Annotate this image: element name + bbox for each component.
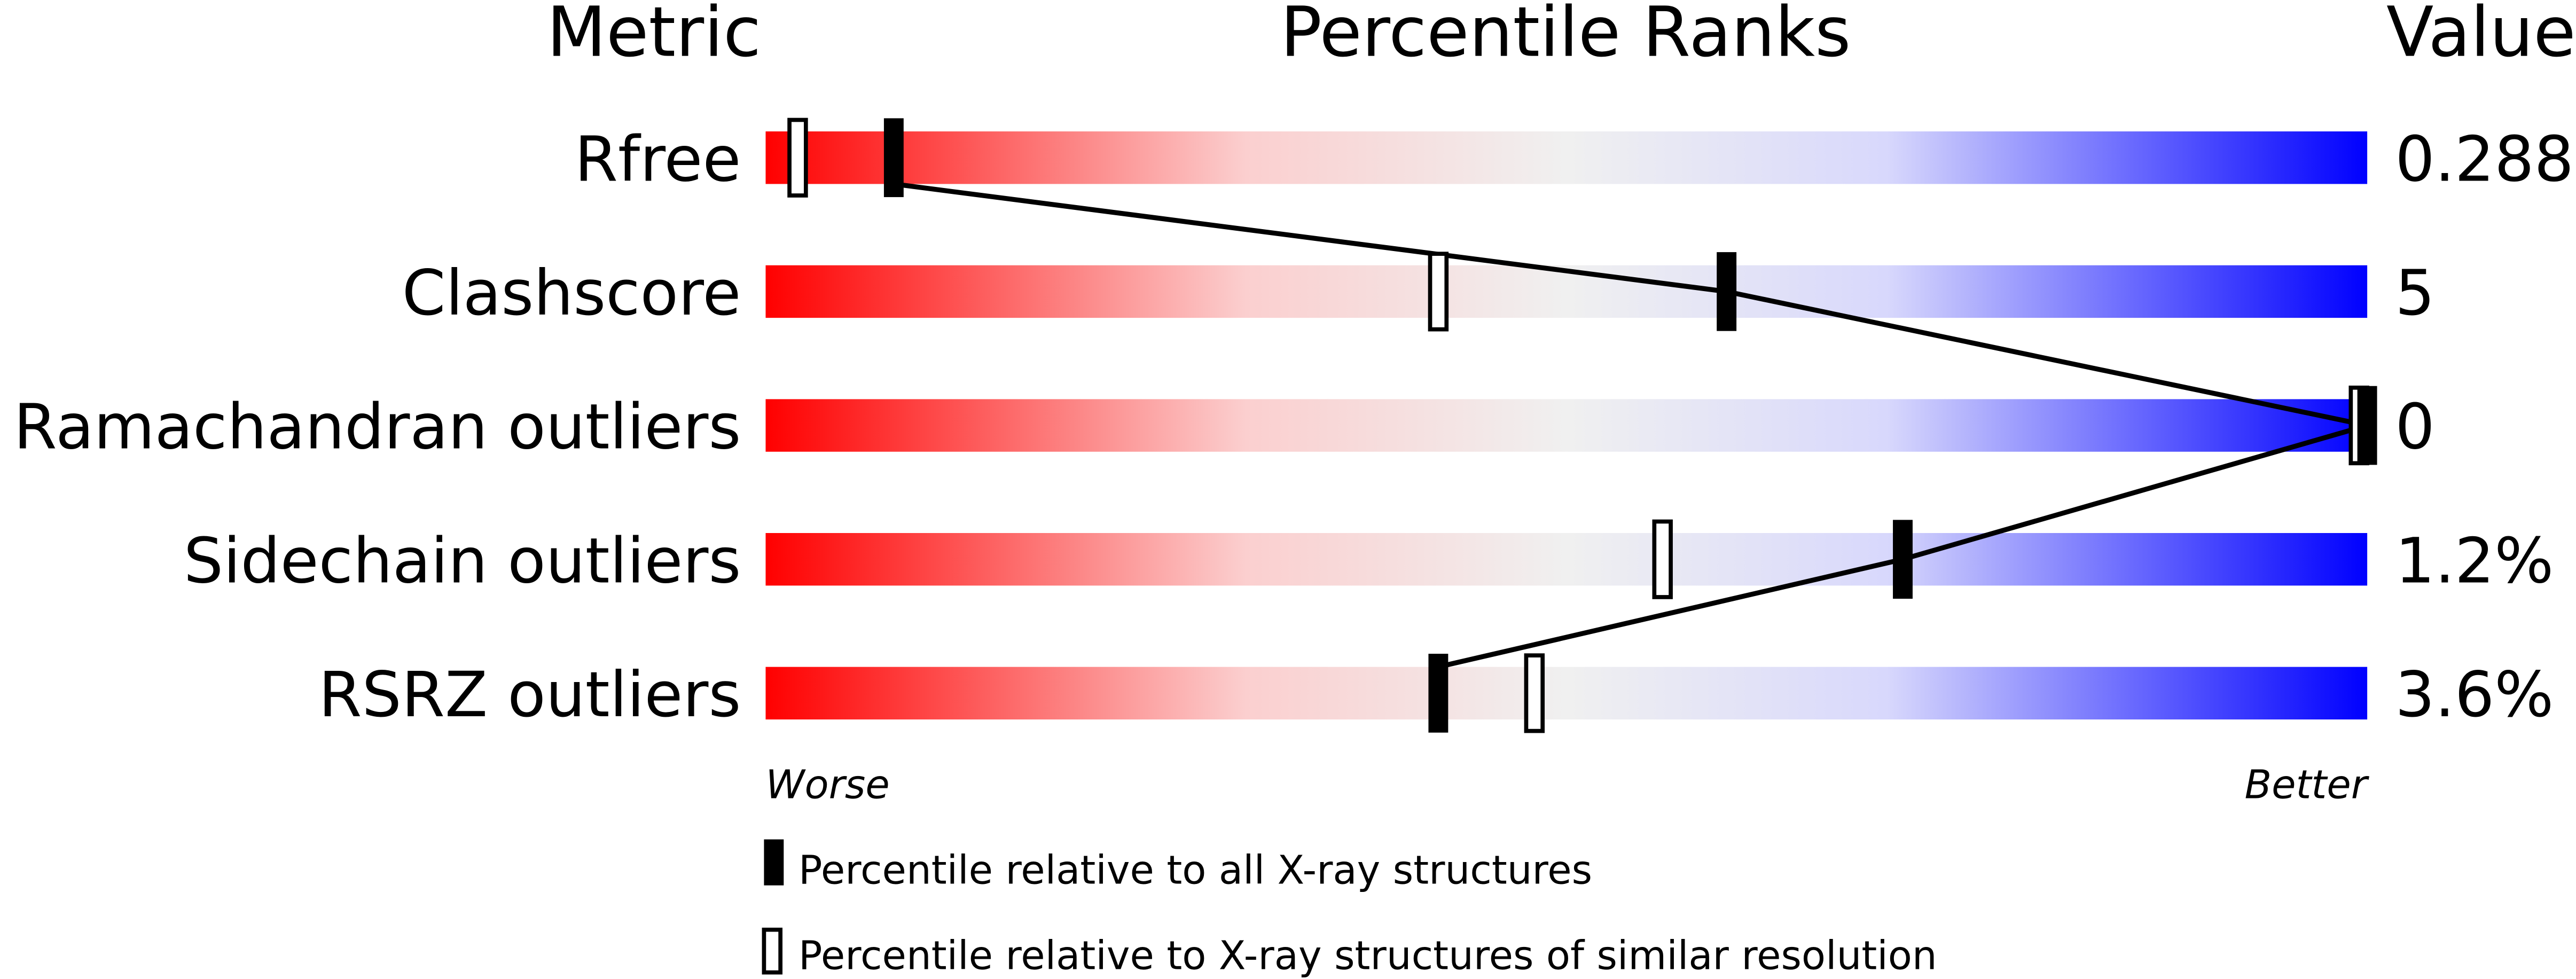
percentile-bar (765, 667, 2368, 720)
percentile-bar (765, 265, 2368, 318)
metric-label: Ramachandran outliers (13, 391, 741, 464)
header-percentile-ranks: Percentile Ranks (1280, 0, 1851, 73)
header-value: Value (2386, 0, 2576, 73)
metric-label: Sidechain outliers (184, 524, 741, 597)
metric-value: 5 (2395, 257, 2434, 330)
metric-value: 3.6% (2395, 659, 2554, 731)
header-metric: Metric (547, 0, 762, 73)
percentile-bar (765, 399, 2368, 452)
metric-label: Rfree (575, 123, 741, 195)
similar-resolution-marker (1428, 252, 1449, 332)
legend-filled-marker (764, 839, 784, 886)
similar-resolution-marker (787, 118, 808, 198)
axis-label-worse: Worse (765, 762, 889, 808)
legend-label-similar: Percentile relative to X-ray structures … (798, 933, 1937, 979)
all-structures-marker (1428, 654, 1448, 733)
similar-resolution-marker (1524, 653, 1545, 733)
all-structures-marker (883, 118, 904, 198)
legend-open-marker (762, 927, 783, 975)
legend-label-all: Percentile relative to all X-ray structu… (798, 848, 1592, 894)
metric-value: 1.2% (2395, 524, 2554, 597)
all-structures-marker (1893, 520, 1913, 599)
metric-label: RSRZ outliers (318, 659, 741, 731)
axis-label-better: Better (2244, 762, 2369, 808)
all-structures-marker (2357, 386, 2377, 465)
all-structures-marker (1717, 252, 1737, 331)
metric-label: Clashscore (402, 257, 741, 330)
percentile-bar (765, 131, 2368, 184)
metric-value: 0 (2395, 391, 2434, 464)
metric-value: 0.288 (2395, 123, 2574, 195)
similar-resolution-marker (1652, 519, 1673, 599)
percentile-bar (765, 533, 2368, 586)
